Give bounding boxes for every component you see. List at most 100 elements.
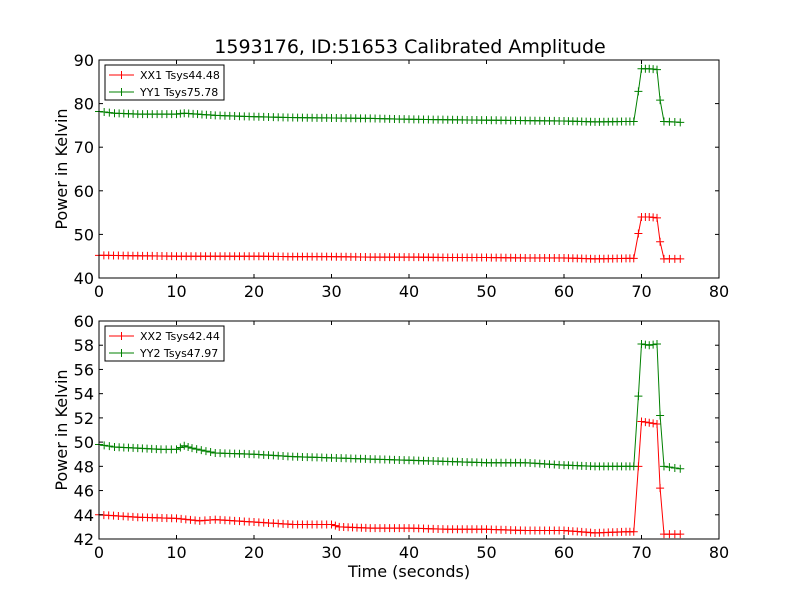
series-markers-1-1 bbox=[95, 212, 685, 263]
data-point-marker bbox=[629, 527, 638, 536]
data-point-marker bbox=[641, 340, 650, 349]
x-tick-label: 20 bbox=[244, 543, 264, 562]
data-point-marker bbox=[676, 254, 685, 263]
data-point-marker bbox=[665, 463, 674, 472]
series-line-2-2 bbox=[98, 343, 681, 470]
y-tick-label: 70 bbox=[74, 138, 94, 157]
y-tick-label: 60 bbox=[74, 312, 94, 331]
x-tick-label: 50 bbox=[476, 543, 496, 562]
legend: XX2 Tsys42.44 YY2 Tsys47.97 bbox=[104, 325, 225, 362]
x-tick-label: 60 bbox=[554, 282, 574, 301]
data-point-marker bbox=[184, 442, 193, 451]
y-tick-label: 54 bbox=[74, 385, 94, 404]
data-point-marker bbox=[634, 392, 643, 401]
x-tick-label: 40 bbox=[399, 282, 419, 301]
data-point-marker bbox=[206, 448, 215, 457]
data-point-marker bbox=[653, 419, 661, 428]
x-tick-label: 10 bbox=[166, 282, 186, 301]
legend: XX1 Tsys44.48 YY1 Tsys75.78 bbox=[104, 64, 225, 101]
data-point-marker bbox=[645, 341, 654, 350]
data-point-marker bbox=[105, 442, 114, 451]
data-point-marker bbox=[637, 417, 646, 426]
x-tick-label: 70 bbox=[631, 282, 651, 301]
data-point-marker bbox=[634, 87, 643, 96]
y-tick-label: 50 bbox=[74, 433, 94, 452]
chart-title: 1593176, ID:51653 Calibrated Amplitude bbox=[214, 36, 605, 58]
data-point-marker bbox=[634, 229, 643, 238]
legend-entry-label: XX1 Tsys44.48 bbox=[140, 69, 220, 82]
data-point-marker bbox=[172, 445, 181, 454]
x-tick-label: 60 bbox=[554, 543, 574, 562]
x-tick-label: 20 bbox=[244, 282, 264, 301]
x-tick-label: 70 bbox=[631, 543, 651, 562]
data-point-marker bbox=[649, 419, 658, 428]
plot-panel-1: 0 10 20 30 40 50 60 70 80 40 50 60 70 80 90 Power in Ke… bbox=[52, 51, 729, 301]
data-point-marker bbox=[176, 443, 185, 452]
data-point-marker bbox=[105, 108, 114, 117]
data-point-marker bbox=[653, 340, 661, 349]
legend-box bbox=[104, 325, 225, 362]
x-tick-label: 30 bbox=[321, 282, 341, 301]
x-tick-label: 80 bbox=[709, 543, 729, 562]
data-point-marker bbox=[637, 340, 646, 349]
x-tick-label: 0 bbox=[94, 282, 104, 301]
data-point-marker bbox=[656, 237, 665, 246]
data-point-marker bbox=[201, 447, 210, 456]
x-axis-title: Time (seconds) bbox=[347, 562, 470, 581]
legend-swatch-marker bbox=[117, 349, 126, 357]
y-tick-label: 46 bbox=[74, 482, 94, 501]
series-markers-2-2 bbox=[95, 340, 685, 473]
data-point-marker bbox=[676, 118, 685, 127]
data-point-marker bbox=[327, 520, 336, 529]
legend-swatch-marker bbox=[117, 71, 126, 79]
legend-entry-label: XX2 Tsys42.44 bbox=[140, 330, 220, 343]
data-point-marker bbox=[656, 96, 665, 105]
y-axis-title: Power in Kelvin bbox=[52, 108, 71, 229]
data-point-marker bbox=[653, 213, 661, 222]
legend-entry-label: YY1 Tsys75.78 bbox=[139, 86, 218, 99]
y-tick-label: 60 bbox=[74, 182, 94, 201]
legend-swatch-marker bbox=[117, 332, 126, 340]
plot-panel-2: 0 10 20 30 40 50 60 70 80 42 44 46 48 50 52 54 56 58 60 Pow… bbox=[52, 312, 729, 581]
series-markers-1-2 bbox=[95, 64, 685, 127]
x-tick-label: 40 bbox=[399, 543, 419, 562]
y-tick-label: 80 bbox=[74, 95, 94, 114]
data-point-marker bbox=[188, 444, 196, 453]
data-point-marker bbox=[670, 463, 679, 472]
data-point-marker bbox=[676, 530, 685, 539]
data-point-marker bbox=[641, 418, 650, 427]
y-tick-label: 58 bbox=[74, 336, 94, 355]
legend-box bbox=[104, 64, 225, 101]
data-point-marker bbox=[629, 254, 638, 263]
y-tick-label: 90 bbox=[74, 51, 94, 70]
data-point-marker bbox=[197, 446, 206, 455]
y-tick-label: 56 bbox=[74, 360, 94, 379]
x-tick-label: 80 bbox=[709, 282, 729, 301]
y-tick-label: 44 bbox=[74, 506, 94, 525]
x-tick-label: 0 bbox=[94, 543, 104, 562]
x-tick-label: 50 bbox=[476, 282, 496, 301]
data-point-marker bbox=[100, 108, 109, 117]
legend-entry-label: YY2 Tsys47.97 bbox=[139, 347, 218, 360]
data-point-marker bbox=[629, 462, 638, 471]
data-point-marker bbox=[629, 117, 638, 126]
data-point-marker bbox=[676, 464, 685, 473]
y-tick-label: 48 bbox=[74, 457, 94, 476]
data-point-marker bbox=[645, 418, 654, 427]
y-tick-label: 42 bbox=[74, 530, 94, 549]
y-tick-label: 40 bbox=[74, 269, 94, 288]
series-markers-2-1 bbox=[95, 417, 685, 539]
y-tick-label: 52 bbox=[74, 409, 94, 428]
data-point-marker bbox=[192, 445, 201, 454]
legend-swatch-marker bbox=[117, 88, 126, 96]
data-point-marker bbox=[180, 441, 189, 450]
data-point-marker bbox=[331, 521, 340, 530]
y-axis-title: Power in Kelvin bbox=[52, 369, 71, 490]
data-point-marker bbox=[653, 65, 661, 74]
data-point-marker bbox=[656, 411, 665, 420]
x-tick-label: 10 bbox=[166, 543, 186, 562]
data-point-marker bbox=[649, 340, 658, 349]
data-point-marker bbox=[659, 462, 668, 471]
